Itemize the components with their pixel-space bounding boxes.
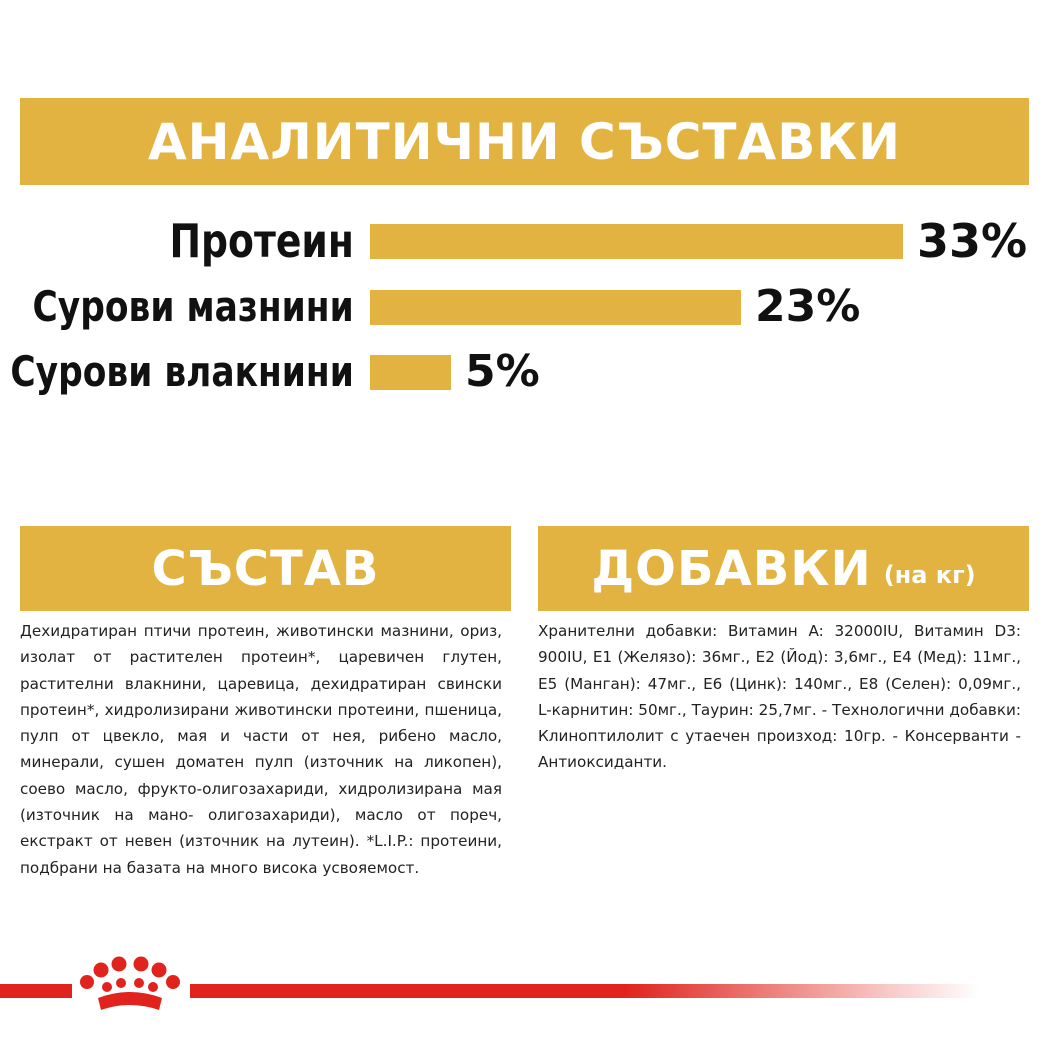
analytic-banner: АНАЛИТИЧНИ СЪСТАВКИ bbox=[20, 98, 1029, 185]
composition-text: Дехидратиран птичи протеин, животински м… bbox=[20, 622, 502, 877]
bar-value-1: 33% bbox=[917, 213, 1028, 268]
bar-label-3: Сурови влакнини bbox=[10, 347, 354, 397]
royal-canin-crown-icon bbox=[80, 956, 180, 1010]
bar-1 bbox=[370, 224, 903, 259]
footer-line-right bbox=[190, 984, 980, 998]
bar-label-2: Сурови мазнини bbox=[32, 282, 354, 332]
bar-2 bbox=[370, 290, 741, 325]
bar-3 bbox=[370, 355, 451, 390]
bar-value-2: 23% bbox=[755, 281, 861, 333]
footer-line-left bbox=[0, 984, 72, 998]
additives-title: ДОБАВКИ bbox=[591, 540, 872, 597]
analytic-bar-chart: Протеин 33% Сурови мазнини 23% Сурови влакни… bbox=[0, 200, 1049, 410]
additives-text: Хранителни добавки: Витамин A: 32000IU, … bbox=[538, 622, 1021, 772]
additives-title-suffix: (на кг) bbox=[883, 560, 976, 589]
additives-banner: ДОБАВКИ (на кг) bbox=[538, 526, 1029, 611]
analytic-title: АНАЛИТИЧНИ СЪСТАВКИ bbox=[147, 112, 902, 171]
composition-banner: СЪСТАВ bbox=[20, 526, 511, 611]
composition-title: СЪСТАВ bbox=[151, 540, 380, 597]
bar-value-3: 5% bbox=[465, 346, 540, 398]
bar-label-1: Протеин bbox=[169, 213, 354, 268]
